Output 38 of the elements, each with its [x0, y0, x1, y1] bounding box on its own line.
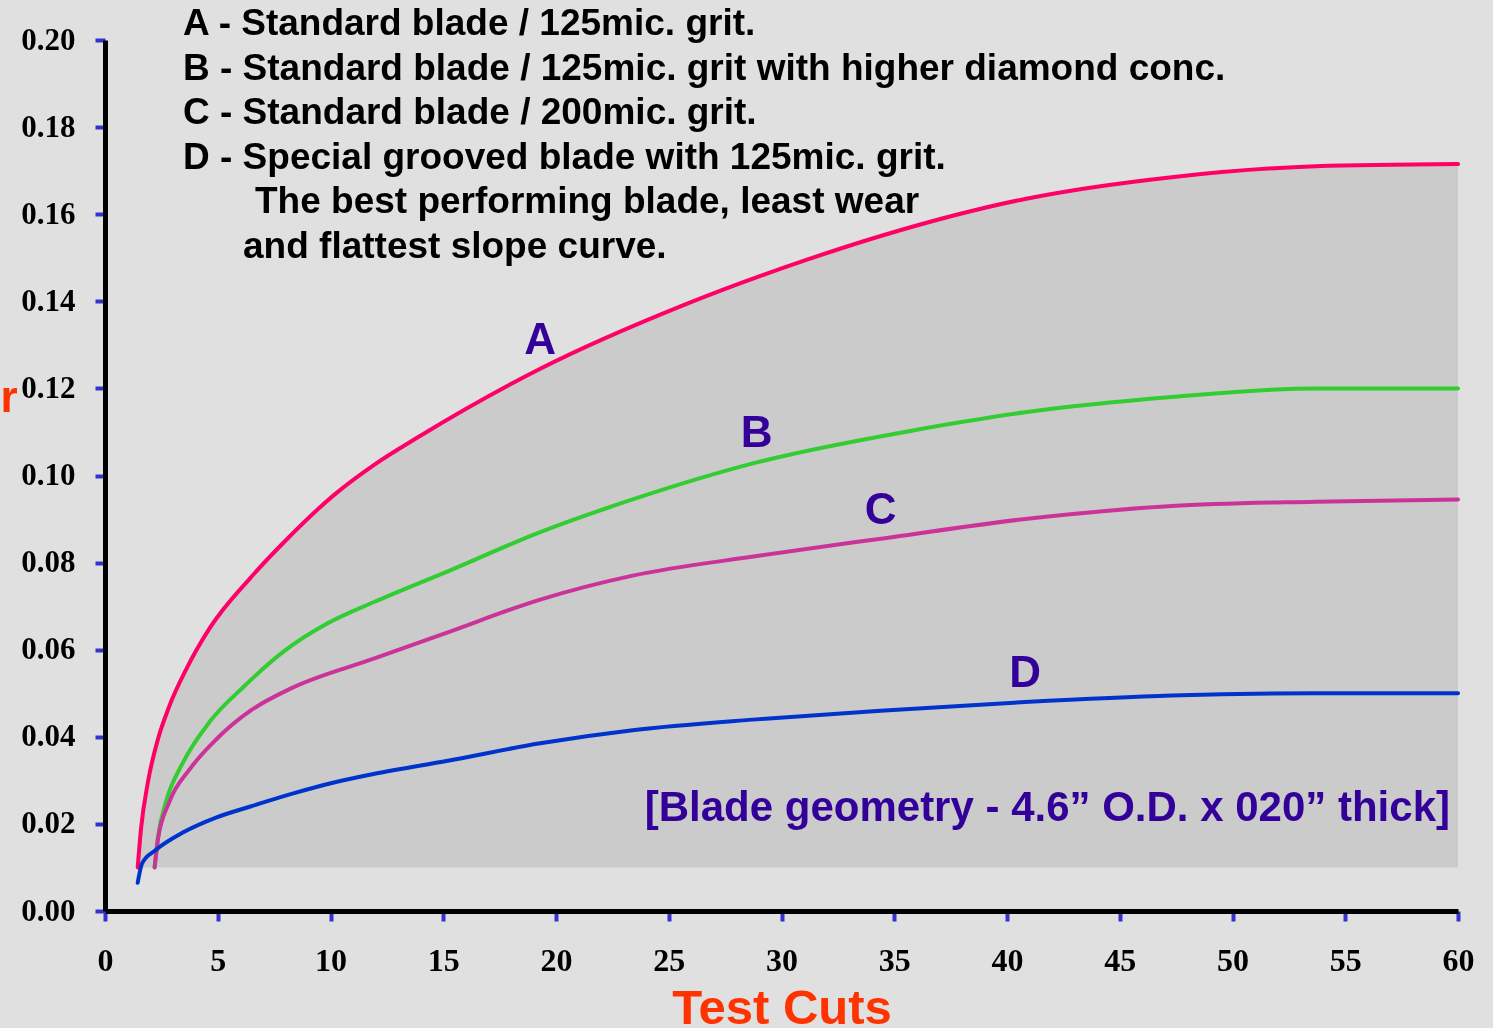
annotation: A [524, 313, 557, 363]
x-tick-label: 55 [1329, 941, 1362, 978]
y-tick-label: 0.14 [21, 282, 76, 318]
annotation: [Blade geometry - 4.6” O.D. x 020” thick] [644, 783, 1450, 830]
annotation: B [740, 407, 773, 457]
y-tick-label: 0.06 [21, 631, 76, 667]
y-tick-label: 0.00 [21, 892, 76, 928]
x-tick-label: 10 [315, 941, 347, 978]
annotation: C [864, 483, 897, 533]
y-tick-label: 0.08 [21, 544, 76, 580]
x-tick-label: 40 [991, 941, 1024, 978]
x-tick-label: 35 [878, 941, 911, 978]
x-axis-title: Test Cuts [672, 979, 892, 1028]
annotation: B - Standard blade / 125mic. grit with higher diamond conc. [183, 46, 1226, 88]
x-tick-label: 45 [1104, 941, 1137, 978]
x-tick-label: 5 [210, 941, 227, 978]
y-tick-label: 0.10 [21, 457, 76, 492]
y-tick-label: 0.20 [21, 21, 76, 57]
y-tick-label: 0.18 [21, 108, 76, 144]
y-tick-label: 0.12 [21, 369, 76, 405]
annotation: D - Special grooved blade with 125mic. grit. [183, 135, 946, 177]
x-tick-label: 25 [653, 941, 686, 978]
annotation: The best performing blade, least wear [255, 180, 920, 222]
x-tick-label: 15 [427, 941, 460, 978]
y-axis-title: r [0, 371, 18, 421]
y-tick-label: 0.02 [21, 805, 76, 841]
annotation: and flattest slope curve. [243, 225, 667, 266]
annotation: C - Standard blade / 200mic. grit. [183, 91, 757, 133]
line-series [135, 691, 1460, 885]
x-tick-label: 60 [1442, 941, 1475, 978]
y-tick-label: 0.16 [21, 195, 76, 231]
x-tick-label: 0 [97, 941, 114, 978]
x-tick-label: 50 [1217, 941, 1249, 978]
y-tick-label: 0.04 [21, 718, 76, 754]
x-tick-label: 30 [766, 941, 798, 978]
annotation: A - Standard blade / 125mic. grit. [183, 2, 756, 43]
x-tick-label: 20 [540, 941, 573, 978]
annotation: D [1009, 646, 1041, 696]
